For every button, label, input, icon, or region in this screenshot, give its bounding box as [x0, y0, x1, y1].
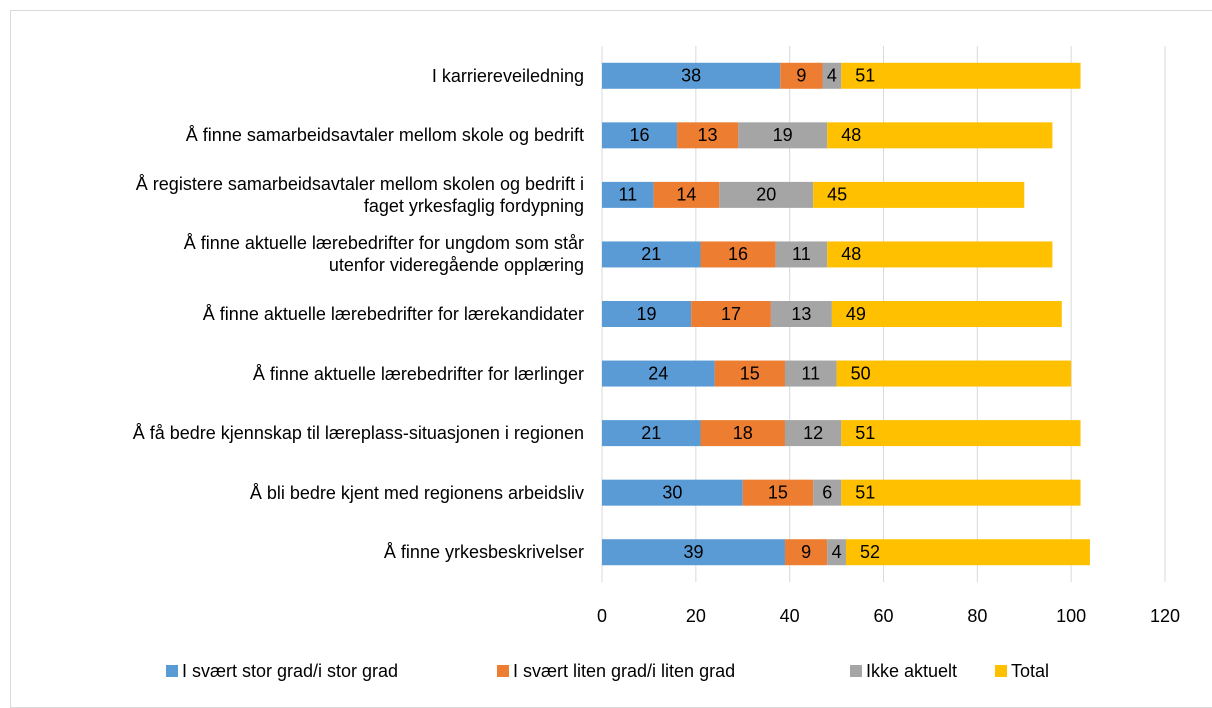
bar-segment	[691, 301, 771, 327]
data-label: 48	[841, 125, 861, 145]
bar-segment	[602, 360, 715, 387]
bar-segment	[742, 479, 814, 506]
data-label: 39	[683, 542, 703, 562]
bar-segment	[719, 181, 814, 208]
legend-swatch	[497, 665, 509, 677]
bar-segment	[784, 420, 842, 447]
x-tick-label: 100	[1056, 606, 1086, 626]
data-label: 51	[855, 423, 875, 443]
chart-border	[10, 10, 1212, 708]
y-tick-label: Å få bedre kjennskap til læreplass-situa…	[132, 423, 584, 444]
y-tick-label: Å bli bedre kjent med regionens arbeidsl…	[249, 482, 584, 503]
data-label: 52	[860, 542, 880, 562]
y-tick-label: Å finne yrkesbeskrivelser	[383, 542, 584, 563]
bar-segment	[841, 420, 1081, 447]
bar-segment	[827, 241, 1053, 268]
bar-segment	[602, 181, 654, 208]
bar-segment	[822, 62, 842, 89]
bar-segment	[845, 539, 1090, 566]
y-tick-label: Å finne aktuelle lærebedrifter for lærli…	[252, 363, 584, 384]
bar-segment	[700, 241, 776, 268]
y-tick-label: Å finne samarbeidsavtaler mellom skole o…	[185, 125, 584, 146]
bar-segment	[770, 301, 832, 327]
data-label: 4	[832, 542, 842, 562]
data-label: 14	[676, 185, 696, 205]
y-tick-label: Å registere samarbeidsavtaler mellom sko…	[135, 173, 584, 216]
bar-segment	[780, 62, 823, 89]
data-label: 51	[855, 482, 875, 502]
x-tick-label: 0	[597, 606, 607, 626]
bar-segment	[602, 122, 678, 149]
bar-segment	[813, 181, 1025, 208]
data-label: 38	[681, 66, 701, 86]
bar-segment	[602, 539, 785, 566]
data-label: 12	[803, 423, 823, 443]
bar-segment	[841, 479, 1081, 506]
data-label: 21	[641, 244, 661, 264]
data-label: 19	[773, 125, 793, 145]
data-label: 20	[756, 185, 776, 205]
bar-segment	[700, 420, 785, 447]
legend-swatch	[166, 665, 178, 677]
data-label: 11	[792, 244, 811, 264]
data-label: 9	[796, 66, 806, 86]
data-label: 13	[698, 125, 718, 145]
bar-segment	[602, 301, 692, 327]
y-tick-label: I karriereveiledning	[431, 65, 584, 86]
y-tick-label: Å finne aktuelle lærebedrifter for ungdo…	[183, 233, 584, 276]
data-label: 15	[740, 363, 760, 383]
bar-segment	[841, 62, 1081, 89]
legend-label: Total	[1011, 661, 1049, 681]
data-label: 13	[791, 304, 811, 324]
legend-label: Ikke aktuelt	[866, 661, 957, 681]
data-label: 24	[648, 363, 668, 383]
x-tick-label: 40	[780, 606, 800, 626]
bar-segment	[813, 479, 842, 506]
x-tick-label: 60	[873, 606, 893, 626]
legend-label: I svært liten grad/i liten grad	[513, 661, 735, 681]
data-label: 15	[768, 482, 788, 502]
x-tick-label: 20	[686, 606, 706, 626]
bar-segment	[714, 360, 785, 387]
data-label: 19	[637, 304, 657, 324]
bar-segment	[602, 62, 781, 89]
data-label: 16	[630, 125, 650, 145]
data-label: 45	[827, 185, 847, 205]
bar-segment	[827, 539, 846, 566]
data-label: 30	[662, 482, 682, 502]
bar-segment	[831, 301, 1062, 327]
x-tick-label: 120	[1150, 606, 1180, 626]
data-label: 49	[846, 304, 866, 324]
data-label: 9	[801, 542, 811, 562]
data-label: 18	[733, 423, 753, 443]
bar-segment	[836, 360, 1072, 387]
x-tick-label: 80	[967, 606, 987, 626]
bar-segment	[775, 241, 828, 268]
bar-segment	[602, 241, 701, 268]
legend-swatch	[995, 665, 1007, 677]
data-label: 11	[801, 363, 820, 383]
data-label: 21	[641, 423, 661, 443]
bar-segment	[677, 122, 739, 149]
data-label: 11	[618, 185, 637, 205]
legend-swatch	[850, 665, 862, 677]
data-label: 17	[721, 304, 741, 324]
bar-segment	[653, 181, 720, 208]
bar-segment	[738, 122, 828, 149]
bar-segment	[784, 360, 837, 387]
data-label: 50	[851, 363, 871, 383]
y-tick-label: Å finne aktuelle lærebedrifter for lærek…	[202, 304, 584, 324]
bar-segment	[827, 122, 1053, 149]
data-label: 6	[822, 482, 832, 502]
legend-label: I svært stor grad/i stor grad	[182, 661, 398, 681]
data-label: 51	[855, 66, 875, 86]
bar-segment	[602, 420, 701, 447]
bar-segment	[784, 539, 828, 566]
data-label: 4	[827, 66, 837, 86]
data-label: 48	[841, 244, 861, 264]
bar-segment	[602, 479, 743, 506]
data-label: 16	[728, 244, 748, 264]
